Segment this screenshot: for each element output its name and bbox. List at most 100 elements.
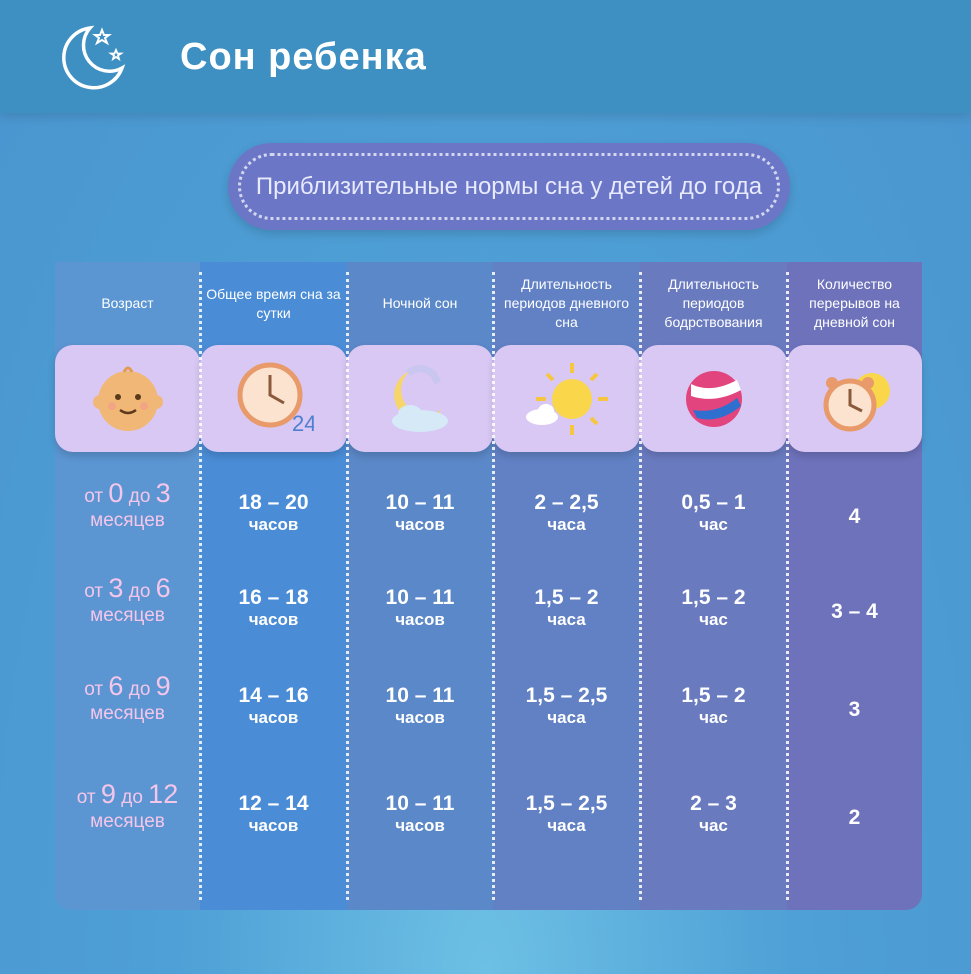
value-cell: 1,5 – 2,5 часа	[493, 792, 640, 836]
value: 0,5 – 1	[681, 491, 746, 514]
value-cell: 14 – 16 часов	[200, 684, 347, 728]
unit: часов	[395, 708, 445, 727]
column: Длительность периодов дневного сна 2 – 2,…	[493, 262, 640, 910]
age-part: от	[76, 787, 96, 808]
value-cell: 2 – 2,5 часа	[493, 491, 640, 535]
column-header: Длительность периодов бодрствования	[664, 276, 763, 330]
value: 10 – 11	[385, 586, 455, 609]
value-cell: 10 – 11 часов	[347, 684, 493, 728]
pill-border	[238, 153, 780, 220]
column-header: Общее время сна за сутки	[206, 285, 341, 321]
icon	[525, 362, 608, 435]
icon-box: 24	[200, 345, 347, 452]
dotted-separator	[492, 272, 495, 900]
age-part: до	[128, 486, 151, 507]
age-part: месяцев	[90, 605, 165, 626]
column: Возраст от 0 до 3 месяцев от 3 до 6 месяцев о…	[55, 262, 200, 910]
unit: часов	[248, 610, 299, 629]
icon-box	[55, 345, 200, 452]
value-cell: 10 – 11 часов	[347, 491, 493, 535]
value: 10 – 11	[385, 491, 455, 514]
dotted-separator	[786, 272, 789, 900]
value-cell: 10 – 11 часов	[347, 586, 493, 630]
age-part: 3	[155, 478, 171, 508]
value-cell: 18 – 20 часов	[200, 491, 347, 535]
unit: часа	[547, 610, 586, 629]
unit: часов	[248, 708, 299, 727]
subtitle-pill: Приблизительные нормы сна у детей до год…	[228, 143, 790, 230]
icon-box	[347, 345, 493, 452]
unit: часов	[395, 515, 445, 534]
icon	[92, 366, 163, 431]
moon-icon	[62, 25, 126, 90]
age-part: месяцев	[90, 811, 165, 832]
age-part: 6	[155, 573, 171, 603]
value: 14 – 16	[238, 684, 309, 707]
unit: час	[699, 708, 728, 727]
top-bar: Сон ребенка	[0, 0, 971, 113]
value: 18 – 20	[238, 491, 309, 514]
age-part: от	[84, 679, 104, 700]
svg-text:24: 24	[292, 411, 314, 436]
value-cell: 16 – 18 часов	[200, 586, 347, 630]
value: 3	[848, 698, 861, 721]
value: 2	[848, 806, 861, 829]
age-part: от	[84, 581, 104, 602]
unit: часов	[395, 816, 445, 835]
subtitle: Приблизительные нормы сна у детей до год…	[255, 173, 763, 200]
value-cell: 1,5 – 2 час	[640, 586, 787, 630]
age-cell: от 0 до 3 месяцев	[55, 478, 200, 533]
table: Возраст от 0 до 3 месяцев от 3 до 6 месяцев о…	[55, 262, 922, 910]
column-header: Возраст	[101, 295, 154, 311]
age-cell: от 9 до 12 месяцев	[55, 779, 200, 834]
column: Общее время сна за сутки 24 18 – 20 часов 16…	[200, 262, 347, 910]
icon	[392, 364, 448, 432]
icon-box	[787, 345, 922, 452]
unit: часа	[547, 816, 586, 835]
value-cell: 3 – 4	[787, 600, 922, 624]
column-header: Ночной сон	[382, 295, 458, 311]
age-part: 9	[100, 779, 116, 809]
unit: часа	[547, 515, 586, 534]
value: 1,5 – 2	[681, 684, 746, 707]
value: 16 – 18	[238, 586, 309, 609]
value-cell: 3	[787, 698, 922, 722]
value-cell: 1,5 – 2,5 часа	[493, 684, 640, 728]
age-part: 12	[148, 779, 179, 809]
value: 1,5 – 2	[534, 586, 599, 609]
value: 3 – 4	[831, 600, 878, 623]
value: 2 – 2,5	[534, 491, 599, 514]
dotted-separator	[199, 272, 202, 900]
age-part: 0	[108, 478, 124, 508]
unit: час	[699, 515, 728, 534]
dotted-separator	[346, 272, 349, 900]
unit: часов	[248, 816, 299, 835]
column: Длительность периодов бодрствования 0,5 –…	[640, 262, 787, 910]
value-cell: 12 – 14 часов	[200, 792, 347, 836]
age-part: до	[128, 581, 151, 602]
icon: 24	[237, 362, 314, 436]
age-part: до	[121, 787, 143, 808]
value: 1,5 – 2,5	[525, 792, 608, 815]
icon	[685, 370, 742, 427]
icon-box	[493, 345, 640, 452]
value: 12 – 14	[238, 792, 309, 815]
value: 4	[848, 505, 861, 528]
value: 1,5 – 2	[681, 586, 746, 609]
value: 2 – 3	[690, 792, 737, 815]
unit: часа	[547, 708, 586, 727]
age-part: месяцев	[90, 510, 165, 531]
column-header: Количество перерывов на дневной сон	[809, 276, 900, 330]
age-part: месяцев	[90, 703, 165, 724]
unit: часов	[395, 610, 445, 629]
column: Количество перерывов на дневной сон 4 3 – …	[787, 262, 922, 910]
dotted-separator	[639, 272, 642, 900]
age-cell: от 6 до 9 месяцев	[55, 671, 200, 726]
age-part: 9	[155, 671, 171, 701]
age-part: от	[84, 486, 104, 507]
age-part: до	[128, 679, 151, 700]
value-cell: 1,5 – 2 часа	[493, 586, 640, 630]
unit: час	[699, 610, 728, 629]
column-header: Длительность периодов дневного сна	[504, 276, 629, 330]
